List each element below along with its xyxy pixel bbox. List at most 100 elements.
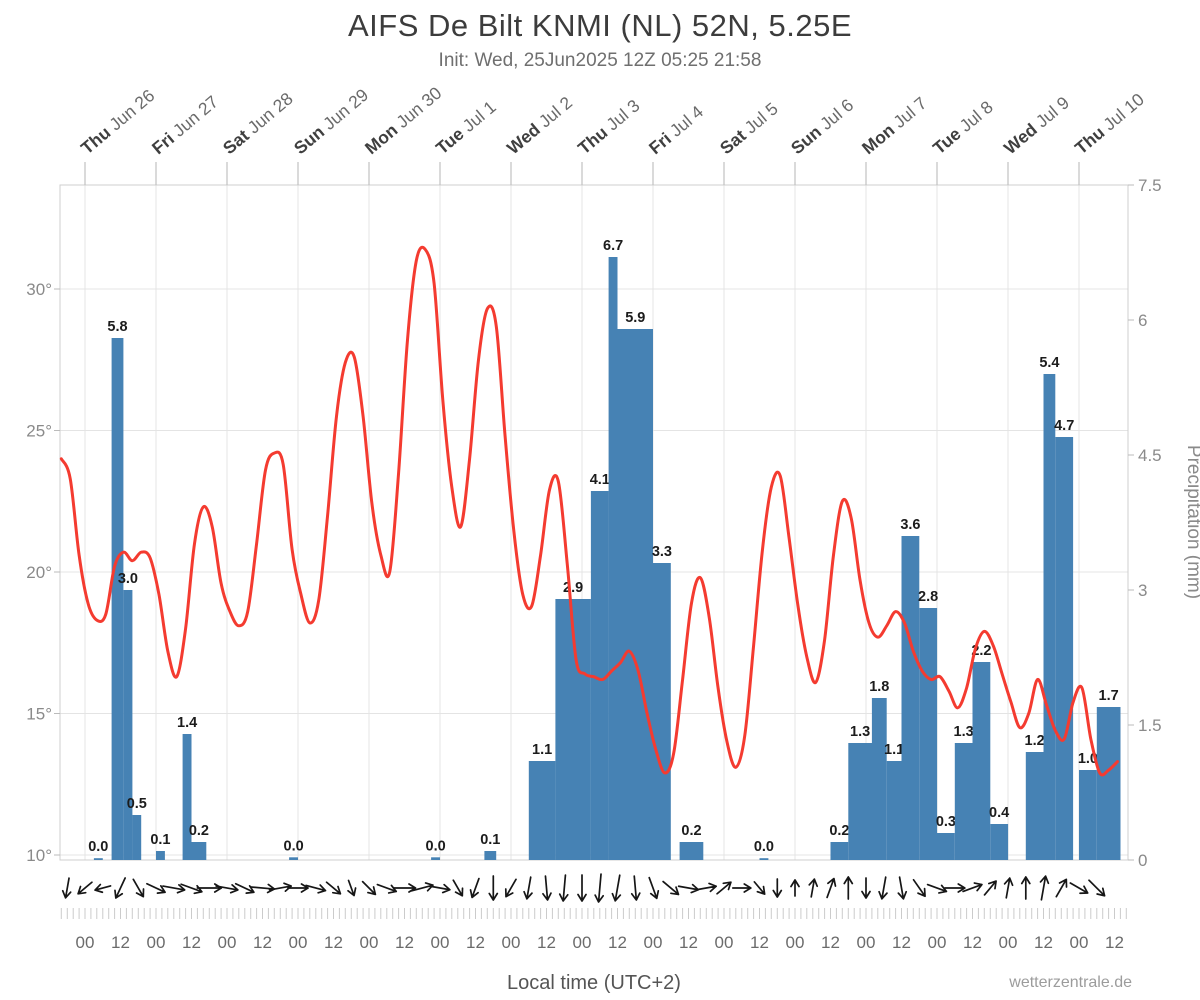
time-label-12: 12: [324, 933, 343, 952]
wind-arrow-path: [716, 881, 732, 895]
precip-bar: [954, 743, 973, 860]
temp-tick-label: 10°: [26, 846, 52, 865]
wind-arrow-path: [826, 877, 837, 899]
wind-arrow-path: [347, 879, 357, 897]
precip-bar-label: 1.3: [850, 724, 870, 740]
time-label-00: 00: [218, 933, 237, 952]
time-label-12: 12: [182, 933, 201, 952]
precip-bar: [653, 563, 671, 860]
wind-arrow-icon: [1088, 879, 1106, 897]
day-label: Fri Jun 27: [148, 92, 222, 159]
precip-bar-label: 3.3: [652, 544, 672, 560]
wind-arrow-path: [843, 876, 854, 900]
wind-arrow-icon: [926, 883, 948, 894]
wind-arrow-path: [808, 878, 819, 898]
precip-axis: 0 1.5 3 4.5 6 7.5 Precipitation (mm): [1128, 176, 1200, 870]
day-label: Mon Jul 7: [858, 93, 930, 158]
time-label-12: 12: [679, 933, 698, 952]
day-label: Sat Jun 28: [219, 88, 297, 158]
wind-arrow-icon: [234, 882, 255, 894]
wind-arrow-path: [325, 881, 342, 895]
precip-bar-label: 0.2: [189, 823, 209, 839]
wind-arrow-path: [488, 875, 499, 901]
wind-arrow-path: [146, 882, 166, 894]
wind-arrow-icon: [287, 883, 309, 893]
precip-bar-label: 3.6: [900, 517, 920, 533]
time-label-12: 12: [395, 933, 414, 952]
precip-bar-label: 5.9: [625, 310, 645, 326]
day-label: Tue Jul 8: [929, 97, 997, 158]
precip-bar-label: 0.0: [284, 838, 304, 854]
wind-arrow-icon: [469, 877, 480, 899]
time-label-12: 12: [1034, 933, 1053, 952]
wind-arrow-path: [861, 877, 871, 899]
precip-bar-label: 2.8: [918, 589, 938, 605]
wind-arrow-icon: [325, 881, 342, 895]
x-axis-caption: Local time (UTC+2): [507, 972, 681, 994]
wind-arrow-path: [523, 876, 533, 900]
time-label-12: 12: [1105, 933, 1124, 952]
wind-arrow-path: [94, 883, 112, 894]
time-label-00: 00: [786, 933, 805, 952]
day-label: Thu Jul 3: [574, 95, 643, 158]
wind-arrow-path: [790, 879, 800, 897]
precip-bar-label: 4.1: [590, 472, 610, 488]
time-label-00: 00: [715, 933, 734, 952]
wind-arrow-icon: [523, 876, 533, 900]
precip-bar: [608, 257, 618, 860]
wind-arrow-icon: [772, 878, 783, 898]
wind-arrow-path: [577, 874, 587, 902]
wind-arrow-icon: [1055, 878, 1068, 898]
precip-bar: [590, 491, 609, 860]
precip-axis-title: Precipitation (mm): [1183, 445, 1200, 599]
precip-bar: [156, 851, 165, 860]
wind-arrow-path: [469, 877, 480, 899]
precip-bar-label: 0.0: [754, 839, 774, 855]
wind-arrow-icon: [577, 874, 587, 902]
precip-bar-label: 3.0: [118, 571, 138, 587]
precip-bar-label: 0.2: [681, 823, 701, 839]
time-label-00: 00: [999, 933, 1018, 952]
wind-arrow-path: [695, 882, 717, 893]
time-label-12: 12: [537, 933, 556, 952]
wind-arrow-path: [1055, 878, 1068, 898]
wind-arrow-path: [1088, 879, 1106, 897]
time-label-12: 12: [253, 933, 272, 952]
wind-arrow-path: [897, 876, 908, 900]
page-title: AIFS De Bilt KNMI (NL) 52N, 5.25E: [347, 8, 853, 43]
wind-arrow-path: [630, 875, 641, 901]
precip-bar-label: 0.0: [88, 839, 108, 855]
precip-bar-label: 6.7: [603, 238, 623, 254]
temp-axis: 10° 15° 20° 25° 30°: [26, 280, 60, 865]
wind-arrow-icon: [861, 877, 871, 899]
wind-arrow-icon: [611, 874, 622, 902]
wind-arrow-icon: [943, 883, 966, 893]
wind-arrow-path: [1020, 876, 1031, 900]
wind-arrow-path: [361, 880, 377, 896]
precip-bar-label: 1.3: [954, 724, 974, 740]
wind-arrow-icon: [94, 883, 112, 894]
precip-bar: [848, 743, 872, 860]
time-label-12: 12: [750, 933, 769, 952]
wind-arrow-path: [234, 882, 255, 894]
wind-arrow-path: [1039, 875, 1050, 901]
wind-arrow-icon: [983, 880, 997, 896]
time-label-12: 12: [466, 933, 485, 952]
wind-arrow-path: [452, 879, 464, 897]
wind-arrow-path: [983, 880, 997, 896]
precip-bar-label: 0.3: [936, 814, 956, 830]
precip-bar: [972, 662, 991, 860]
precip-bar-label: 0.0: [426, 838, 446, 854]
wind-arrow-icon: [630, 875, 641, 901]
time-label-12: 12: [111, 933, 130, 952]
time-label-00: 00: [147, 933, 166, 952]
wind-arrow-icon: [808, 878, 819, 898]
precip-bar: [871, 698, 887, 860]
wind-arrow-path: [132, 878, 145, 898]
precip-bar: [93, 858, 103, 860]
precip-tick-label: 1.5: [1138, 716, 1162, 735]
wind-arrow-path: [77, 881, 93, 895]
precip-bar: [759, 858, 769, 860]
precip-bar: [919, 608, 938, 860]
precip-bar-label: 1.1: [532, 742, 552, 758]
